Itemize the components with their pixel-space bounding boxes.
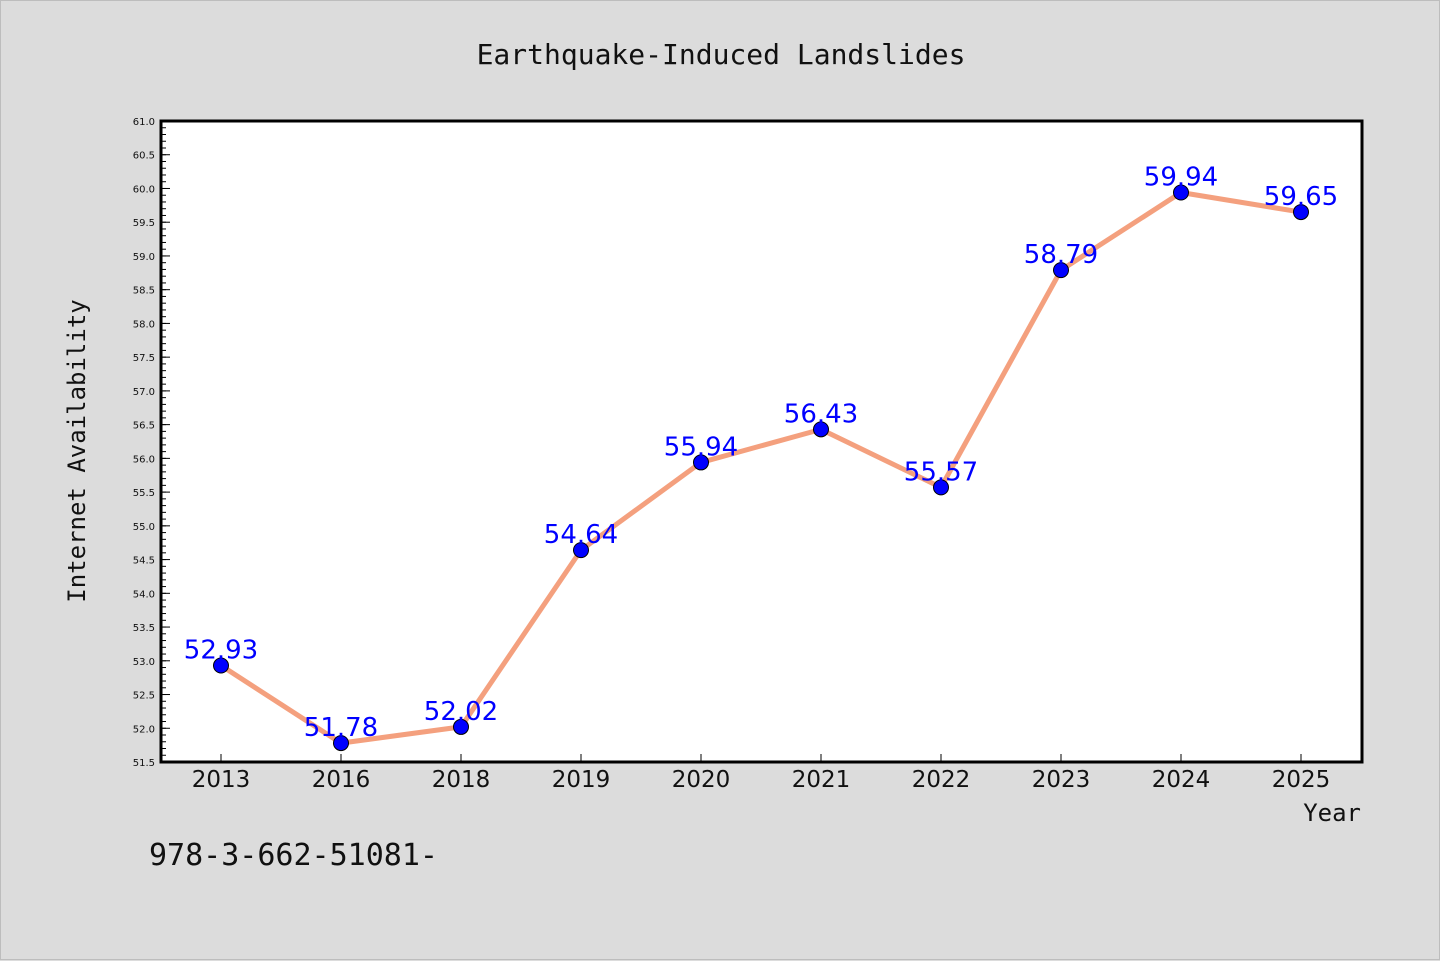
x-tick-label: 2022 bbox=[912, 767, 971, 793]
y-tick-label: 52.5 bbox=[133, 691, 155, 702]
y-tick-label: 57.5 bbox=[133, 353, 155, 364]
x-tick-label: 2024 bbox=[1152, 767, 1211, 793]
y-tick-label: 52.0 bbox=[133, 724, 155, 735]
data-point bbox=[453, 718, 469, 735]
y-tick-label: 61.0 bbox=[133, 117, 155, 128]
footer-text: 978-3-662-51081- bbox=[149, 838, 438, 873]
plot-area bbox=[159, 119, 1364, 764]
y-tick-label: 54.0 bbox=[133, 589, 155, 600]
data-label: 52.93 bbox=[184, 636, 258, 666]
y-tick-label: 55.0 bbox=[133, 522, 155, 533]
data-label: 51.78 bbox=[304, 713, 378, 743]
x-tick-label: 2020 bbox=[672, 767, 731, 793]
y-tick-label: 58.5 bbox=[133, 286, 155, 297]
x-axis: 2013 2016 2018 2019 2020 2021 2022 2023 2024 2025 bbox=[192, 754, 1331, 793]
y-tick-label: 53.5 bbox=[133, 623, 155, 634]
y-tick-label: 59.0 bbox=[133, 252, 155, 263]
x-tick-label: 2018 bbox=[432, 767, 491, 793]
y-tick-label: 55.5 bbox=[133, 488, 155, 499]
data-point bbox=[573, 542, 589, 559]
chart-title: Earthquake-Induced Landslides bbox=[477, 38, 966, 71]
x-tick-label: 2025 bbox=[1272, 767, 1331, 793]
x-tick-label: 2013 bbox=[192, 767, 251, 793]
data-point bbox=[213, 657, 229, 674]
data-point bbox=[1173, 184, 1189, 201]
data-label: 59.65 bbox=[1264, 182, 1338, 212]
x-tick-label: 2023 bbox=[1032, 767, 1091, 793]
data-point bbox=[333, 735, 349, 752]
data-point bbox=[693, 454, 709, 471]
series-line bbox=[218, 190, 1304, 746]
data-point bbox=[1293, 204, 1309, 221]
y-tick-label: 57.0 bbox=[133, 387, 155, 398]
y-tick-label: 51.5 bbox=[133, 758, 155, 769]
x-tick-label: 2019 bbox=[552, 767, 611, 793]
y-axis: 51.5 52.0 52.5 53.0 53.5 54.0 54.5 55.0 55.5 56.0… bbox=[133, 117, 170, 769]
data-point bbox=[933, 479, 949, 496]
data-label: 59.94 bbox=[1144, 163, 1218, 193]
data-label: 56.43 bbox=[784, 399, 858, 429]
y-tick-label: 56.5 bbox=[133, 421, 155, 432]
data-labels: 52.93 51.78 52.02 54.64 55.94 56.43 55.57 58.79… bbox=[184, 163, 1338, 744]
y-tick-label: 53.0 bbox=[133, 657, 155, 668]
data-label: 55.57 bbox=[904, 457, 978, 487]
x-tick-label: 2016 bbox=[312, 767, 371, 793]
data-label: 58.79 bbox=[1024, 240, 1098, 270]
y-tick-label: 60.5 bbox=[133, 151, 155, 162]
y-axis-title: Internet Availability bbox=[63, 299, 91, 602]
data-point bbox=[813, 421, 829, 438]
x-axis-title: Year bbox=[1303, 799, 1361, 827]
data-label: 54.64 bbox=[544, 520, 618, 550]
y-tick-label: 58.0 bbox=[133, 319, 155, 330]
data-point bbox=[1053, 262, 1069, 279]
series-line-group bbox=[213, 184, 1309, 752]
data-label: 55.94 bbox=[664, 432, 738, 462]
y-tick-label: 60.0 bbox=[133, 184, 155, 195]
y-tick-label: 59.5 bbox=[133, 218, 155, 229]
y-tick-label: 54.5 bbox=[133, 556, 155, 567]
data-label: 52.02 bbox=[424, 697, 498, 727]
x-tick-label: 2021 bbox=[792, 767, 851, 793]
y-tick-label: 56.0 bbox=[133, 454, 155, 465]
